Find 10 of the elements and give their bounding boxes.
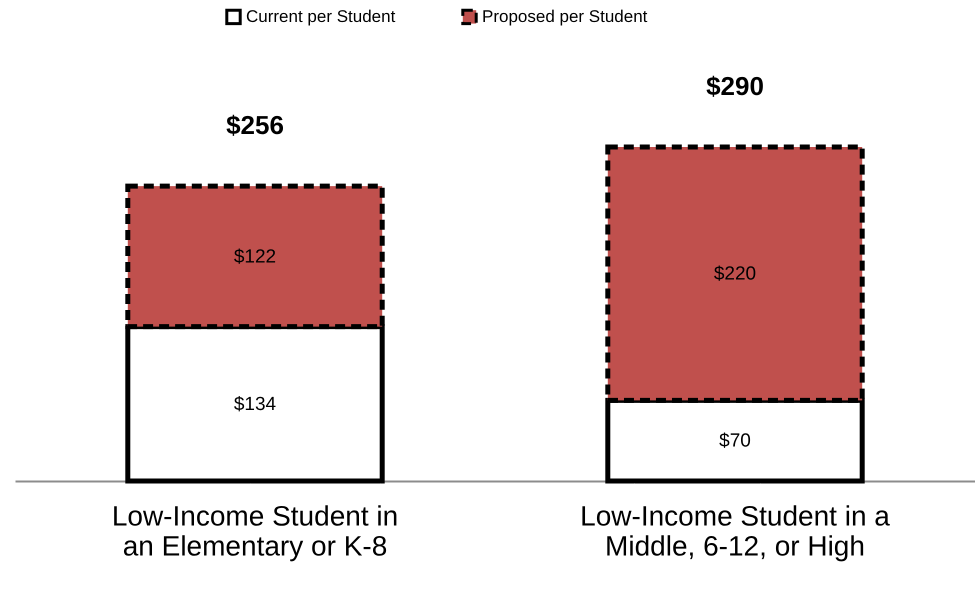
total-label: $256 [226,110,284,140]
data-label: $220 [714,264,756,285]
x-tick-label: Low-Income Student in a Middle, 6-12, or High [580,500,890,562]
legend-label: Proposed per Student [482,6,648,26]
data-label: $70 [719,430,751,452]
x-tick-label: Low-Income Student in an Elementary or K-8 [112,500,398,562]
data-label: $122 [234,246,276,268]
data-label: $134 [234,394,277,415]
legend-label: Current per Student [246,6,396,26]
total-label: $290 [706,71,764,101]
